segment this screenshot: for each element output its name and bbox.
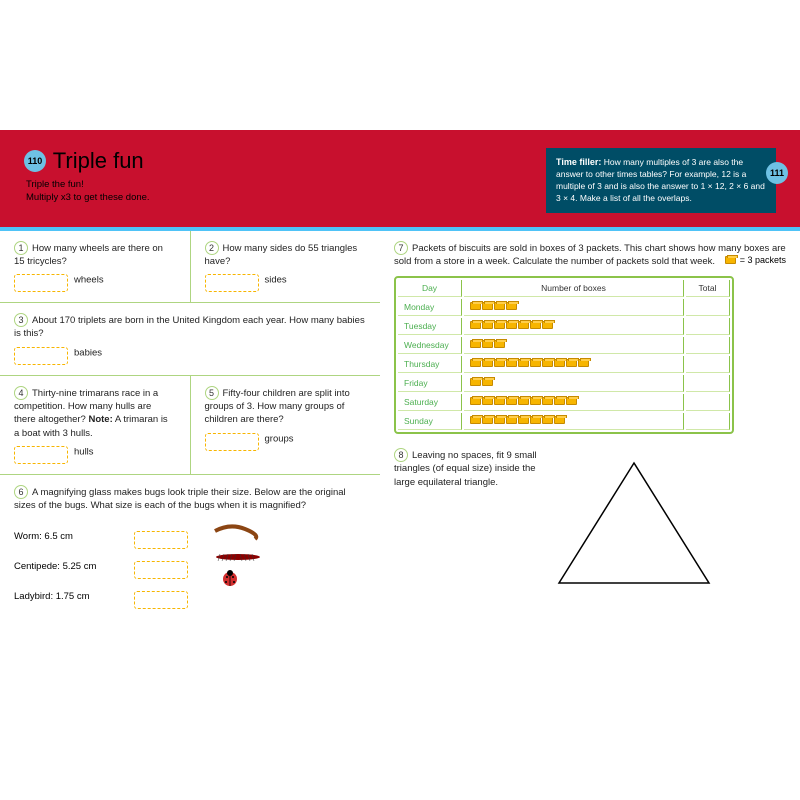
box-icon [506, 416, 517, 424]
box-icon [530, 416, 541, 424]
box-icon [470, 416, 481, 424]
box-icon [554, 359, 565, 367]
table-total-input[interactable] [686, 394, 730, 411]
box-icon [725, 256, 736, 264]
table-day: Wednesday [398, 337, 462, 354]
box-icon [470, 340, 481, 348]
box-icon [554, 416, 565, 424]
box-icon [566, 359, 577, 367]
box-icon [470, 359, 481, 367]
answer-input-ladybird[interactable] [134, 591, 188, 609]
centipede-icon [216, 554, 260, 561]
box-icon [542, 416, 553, 424]
time-filler-box: Time filler: How many multiples of 3 are… [546, 148, 776, 213]
worm-icon [215, 526, 256, 539]
table-boxes [464, 337, 684, 354]
bug-illustrations [210, 519, 270, 615]
right-column: 7Packets of biscuits are sold in boxes o… [380, 231, 800, 625]
box-icon [518, 321, 529, 329]
table-day: Saturday [398, 394, 462, 411]
box-icon [578, 359, 589, 367]
table-day: Friday [398, 375, 462, 392]
box-icon [482, 397, 493, 405]
box-icon [530, 359, 541, 367]
box-icon [494, 359, 505, 367]
page-number-right: 111 [766, 162, 788, 184]
box-icon [542, 321, 553, 329]
box-icon [482, 378, 493, 386]
answer-input-2[interactable] [205, 274, 259, 292]
box-icon [470, 302, 481, 310]
table-total-input[interactable] [686, 413, 730, 430]
box-icon [542, 359, 553, 367]
answer-input-worm[interactable] [134, 531, 188, 549]
box-icon [470, 321, 481, 329]
box-icon [530, 397, 541, 405]
box-icon [506, 397, 517, 405]
box-icon [506, 302, 517, 310]
question-6: 6A magnifying glass makes bugs look trip… [0, 475, 380, 625]
box-icon [494, 302, 505, 310]
page-number-left: 110 [24, 150, 46, 172]
answer-input-5[interactable] [205, 433, 259, 451]
box-icon [494, 397, 505, 405]
worksheet-header: 110 Triple fun Triple the fun! Multiply … [0, 130, 800, 227]
question-1: 1How many wheels are there on 15 tricycl… [0, 231, 191, 303]
answer-input-1[interactable] [14, 274, 68, 292]
answer-input-centipede[interactable] [134, 561, 188, 579]
subtitle: Triple the fun! Multiply x3 to get these… [26, 178, 546, 205]
box-icon [482, 416, 493, 424]
box-icon [518, 416, 529, 424]
table-total-input[interactable] [686, 299, 730, 316]
left-column: 1How many wheels are there on 15 tricycl… [0, 231, 380, 625]
box-icon [566, 397, 577, 405]
box-icon [482, 340, 493, 348]
table-boxes [464, 375, 684, 392]
equilateral-triangle[interactable] [554, 458, 714, 588]
table-total-input[interactable] [686, 318, 730, 335]
table-total-input[interactable] [686, 337, 730, 354]
table-day: Tuesday [398, 318, 462, 335]
box-icon [518, 397, 529, 405]
table-boxes [464, 413, 684, 430]
box-icon [506, 321, 517, 329]
question-5: 5Fifty-four children are split into grou… [191, 376, 381, 474]
box-icon [494, 321, 505, 329]
table-total-input[interactable] [686, 356, 730, 373]
table-day: Thursday [398, 356, 462, 373]
question-2: 2How many sides do 55 triangles have? si… [191, 231, 381, 303]
box-icon [494, 340, 505, 348]
box-icon [506, 359, 517, 367]
box-icon [482, 359, 493, 367]
table-boxes [464, 356, 684, 373]
box-icon [482, 321, 493, 329]
table-total-input[interactable] [686, 375, 730, 392]
page-title: Triple fun [53, 148, 144, 174]
boxes-table: Day Number of boxes Total MondayTuesdayW… [394, 276, 734, 434]
box-icon [518, 359, 529, 367]
box-icon [554, 397, 565, 405]
box-icon [470, 397, 481, 405]
table-boxes [464, 394, 684, 411]
box-icon [482, 302, 493, 310]
question-4: 4Thirty-nine trimarans race in a competi… [0, 376, 191, 474]
answer-input-3[interactable] [14, 347, 68, 365]
box-icon [542, 397, 553, 405]
question-7: 7Packets of biscuits are sold in boxes o… [394, 241, 786, 435]
question-3: 3About 170 triplets are born in the Unit… [0, 303, 380, 375]
ladybird-icon [223, 570, 237, 586]
table-day: Monday [398, 299, 462, 316]
box-icon [470, 378, 481, 386]
table-boxes [464, 318, 684, 335]
table-boxes [464, 299, 684, 316]
question-8: 8Leaving no spaces, fit 9 small triangle… [394, 448, 786, 588]
box-icon [530, 321, 541, 329]
box-icon [494, 416, 505, 424]
table-day: Sunday [398, 413, 462, 430]
answer-input-4[interactable] [14, 446, 68, 464]
